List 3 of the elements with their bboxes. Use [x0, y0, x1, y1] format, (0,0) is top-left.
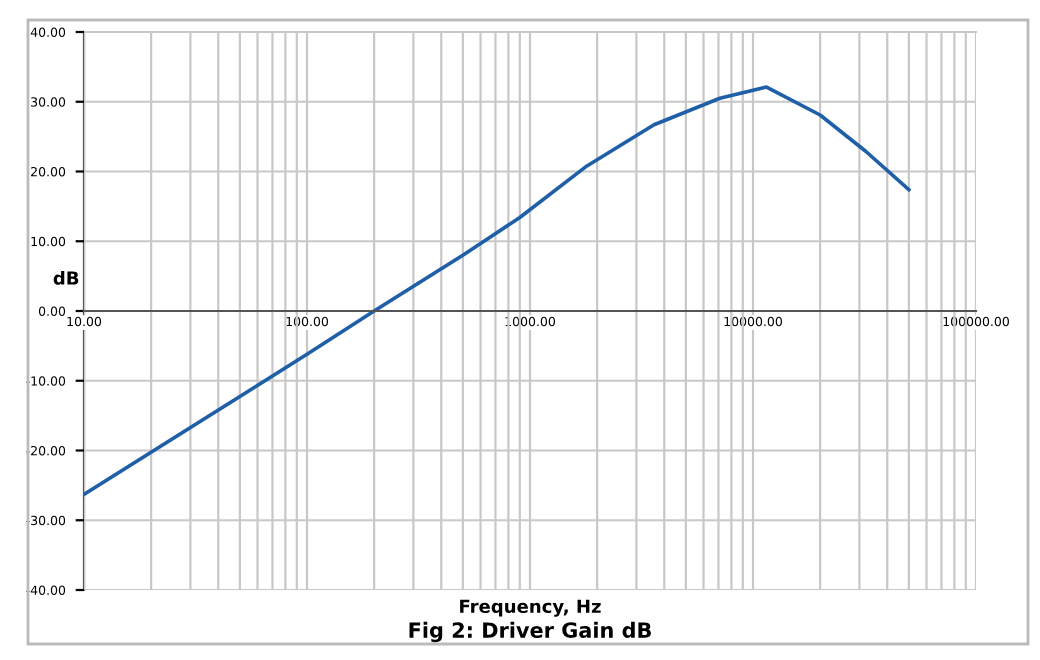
- y-axis-title: dB: [53, 270, 79, 285]
- caption: Fig 2: Driver Gain dB: [409, 621, 651, 643]
- x-axis-title: Frequency, Hz: [460, 599, 601, 617]
